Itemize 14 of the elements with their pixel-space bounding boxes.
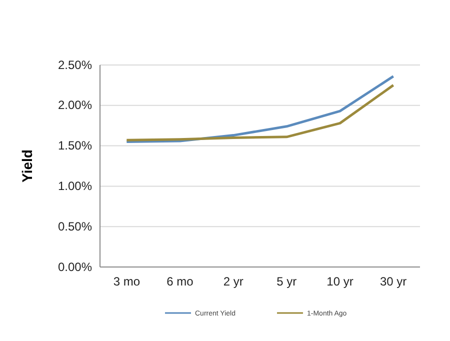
line-series xyxy=(125,84,395,142)
y-tick-label: 2.50% xyxy=(58,58,92,72)
y-tick-label: 2.00% xyxy=(58,98,92,112)
x-tick-label: 30 yr xyxy=(380,274,407,289)
x-tick-label: 3 mo xyxy=(113,274,140,289)
x-tick-label: 5 yr xyxy=(276,274,297,289)
y-tick-label: 1.50% xyxy=(58,138,92,153)
y-axis-title: Yield xyxy=(19,150,35,182)
x-tick-label: 6 mo xyxy=(166,274,194,289)
x-tick-label: 2 yr xyxy=(223,274,244,289)
y-tick-label: 0.00% xyxy=(58,260,92,274)
y-tick-label: 0.50% xyxy=(58,219,92,234)
x-tick-label: 10 yr xyxy=(326,274,354,289)
y-tick-label: 1.00% xyxy=(58,179,92,194)
